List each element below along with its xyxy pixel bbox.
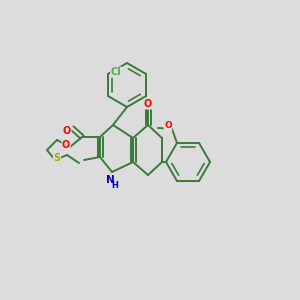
Text: O: O: [164, 122, 172, 130]
Text: O: O: [144, 99, 152, 109]
Text: S: S: [53, 153, 61, 163]
Text: N: N: [106, 175, 114, 185]
Text: Cl: Cl: [111, 67, 121, 77]
Text: H: H: [112, 182, 118, 190]
Text: O: O: [63, 126, 71, 136]
Text: O: O: [62, 140, 70, 150]
